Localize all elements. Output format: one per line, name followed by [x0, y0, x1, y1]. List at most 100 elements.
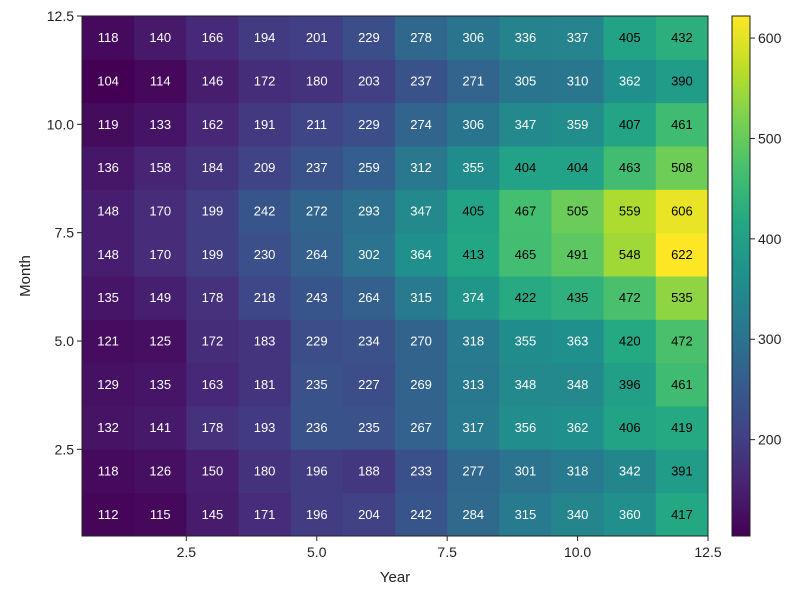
heatmap-cell [134, 232, 187, 277]
heatmap-cell [290, 492, 344, 537]
heatmap-cell [342, 492, 396, 537]
heatmap-cell [342, 102, 396, 147]
cell-value-label: 188 [358, 464, 380, 479]
cell-value-label: 237 [306, 160, 328, 175]
cell-value-label: 199 [202, 247, 224, 262]
cell-value-label: 229 [358, 117, 380, 132]
cell-value-label: 271 [462, 74, 484, 89]
heatmap-cell [134, 362, 187, 407]
heatmap-cell [603, 492, 657, 537]
heatmap-cell [290, 189, 344, 234]
heatmap-cell [342, 189, 396, 234]
heatmap-cell [82, 189, 135, 234]
cell-value-label: 435 [567, 290, 589, 305]
cell-value-label: 419 [671, 420, 693, 435]
heatmap-cell [395, 406, 448, 450]
cell-value-label: 472 [671, 334, 693, 349]
heatmap-cell [290, 362, 344, 407]
heatmap-cell [499, 449, 552, 494]
heatmap-cell [238, 146, 292, 190]
heatmap-cell [395, 319, 448, 364]
heatmap-cell [82, 16, 135, 60]
cell-value-label: 267 [410, 420, 432, 435]
heatmap-cell [342, 449, 396, 494]
heatmap-cell [395, 59, 448, 104]
y-tick-label: 12.5 [47, 8, 74, 24]
heatmap-cell [342, 232, 396, 277]
heatmap-cell [395, 189, 448, 234]
cell-value-label: 209 [254, 160, 276, 175]
x-tick-label: 12.5 [694, 544, 721, 560]
heatmap-cell [186, 319, 239, 364]
cell-value-label: 183 [254, 334, 276, 349]
cell-value-label: 243 [306, 290, 328, 305]
heatmap-cell [186, 362, 239, 407]
heatmap-cell [186, 492, 239, 537]
cell-value-label: 191 [254, 117, 276, 132]
cell-value-label: 180 [254, 464, 276, 479]
heatmap-cell [499, 102, 552, 147]
cell-value-label: 229 [306, 334, 328, 349]
heatmap-cell [655, 362, 709, 407]
cell-value-label: 508 [671, 160, 693, 175]
heatmap-cell [342, 362, 396, 407]
heatmap-cell [395, 492, 448, 537]
cell-value-label: 277 [462, 464, 484, 479]
cell-value-label: 125 [149, 334, 171, 349]
cell-value-label: 505 [567, 204, 589, 219]
cell-value-label: 364 [410, 247, 432, 262]
heatmap-cell [603, 362, 657, 407]
cell-value-label: 420 [619, 334, 641, 349]
heatmap-cell [447, 449, 500, 494]
cell-value-label: 463 [619, 160, 641, 175]
colorbar-tick-label: 600 [758, 30, 782, 46]
cell-value-label: 242 [410, 507, 432, 522]
cell-value-label: 467 [515, 204, 537, 219]
cell-value-label: 233 [410, 464, 432, 479]
cell-value-label: 465 [515, 247, 537, 262]
cell-value-label: 310 [567, 74, 589, 89]
cell-value-label: 407 [619, 117, 641, 132]
heatmap-cell [447, 406, 500, 450]
cell-value-label: 362 [567, 420, 589, 435]
colorbar-tick-label: 300 [758, 331, 782, 347]
x-tick-label: 10.0 [564, 544, 591, 560]
heatmap-cell [238, 449, 292, 494]
heatmap-cell [395, 276, 448, 320]
heatmap-cell [499, 189, 552, 234]
cell-value-label: 315 [515, 507, 537, 522]
cell-value-label: 315 [410, 290, 432, 305]
colorbar-tick-label: 200 [758, 432, 782, 448]
heatmap-cell [186, 276, 239, 320]
heatmap-cell [186, 102, 239, 147]
colorbar-tick-label: 500 [758, 130, 782, 146]
cell-value-label: 293 [358, 204, 380, 219]
heatmap-cell [186, 146, 239, 190]
cell-value-label: 170 [149, 204, 171, 219]
heatmap-cell [290, 276, 344, 320]
heatmap-cell [499, 406, 552, 450]
cell-value-label: 229 [358, 30, 380, 45]
cell-value-label: 306 [462, 117, 484, 132]
heatmap-cell [238, 16, 292, 60]
cell-value-label: 145 [202, 507, 224, 522]
heatmap-cell [655, 102, 709, 147]
cell-value-label: 170 [149, 247, 171, 262]
heatmap-cell [238, 319, 292, 364]
heatmap-cell [186, 189, 239, 234]
cell-value-label: 405 [619, 30, 641, 45]
heatmap-cell [186, 449, 239, 494]
heatmap-cell [655, 189, 709, 234]
cell-value-label: 355 [515, 334, 537, 349]
cell-value-label: 163 [202, 377, 224, 392]
heatmap-cell [395, 102, 448, 147]
cell-value-label: 118 [98, 30, 119, 45]
cell-value-label: 203 [358, 74, 380, 89]
heatmap-cell [134, 276, 187, 320]
cell-value-label: 211 [306, 117, 327, 132]
heatmap-cell [551, 59, 605, 104]
cell-value-label: 230 [254, 247, 276, 262]
cell-value-label: 162 [202, 117, 224, 132]
heatmap-cell [447, 59, 500, 104]
cell-value-label: 114 [150, 74, 171, 89]
